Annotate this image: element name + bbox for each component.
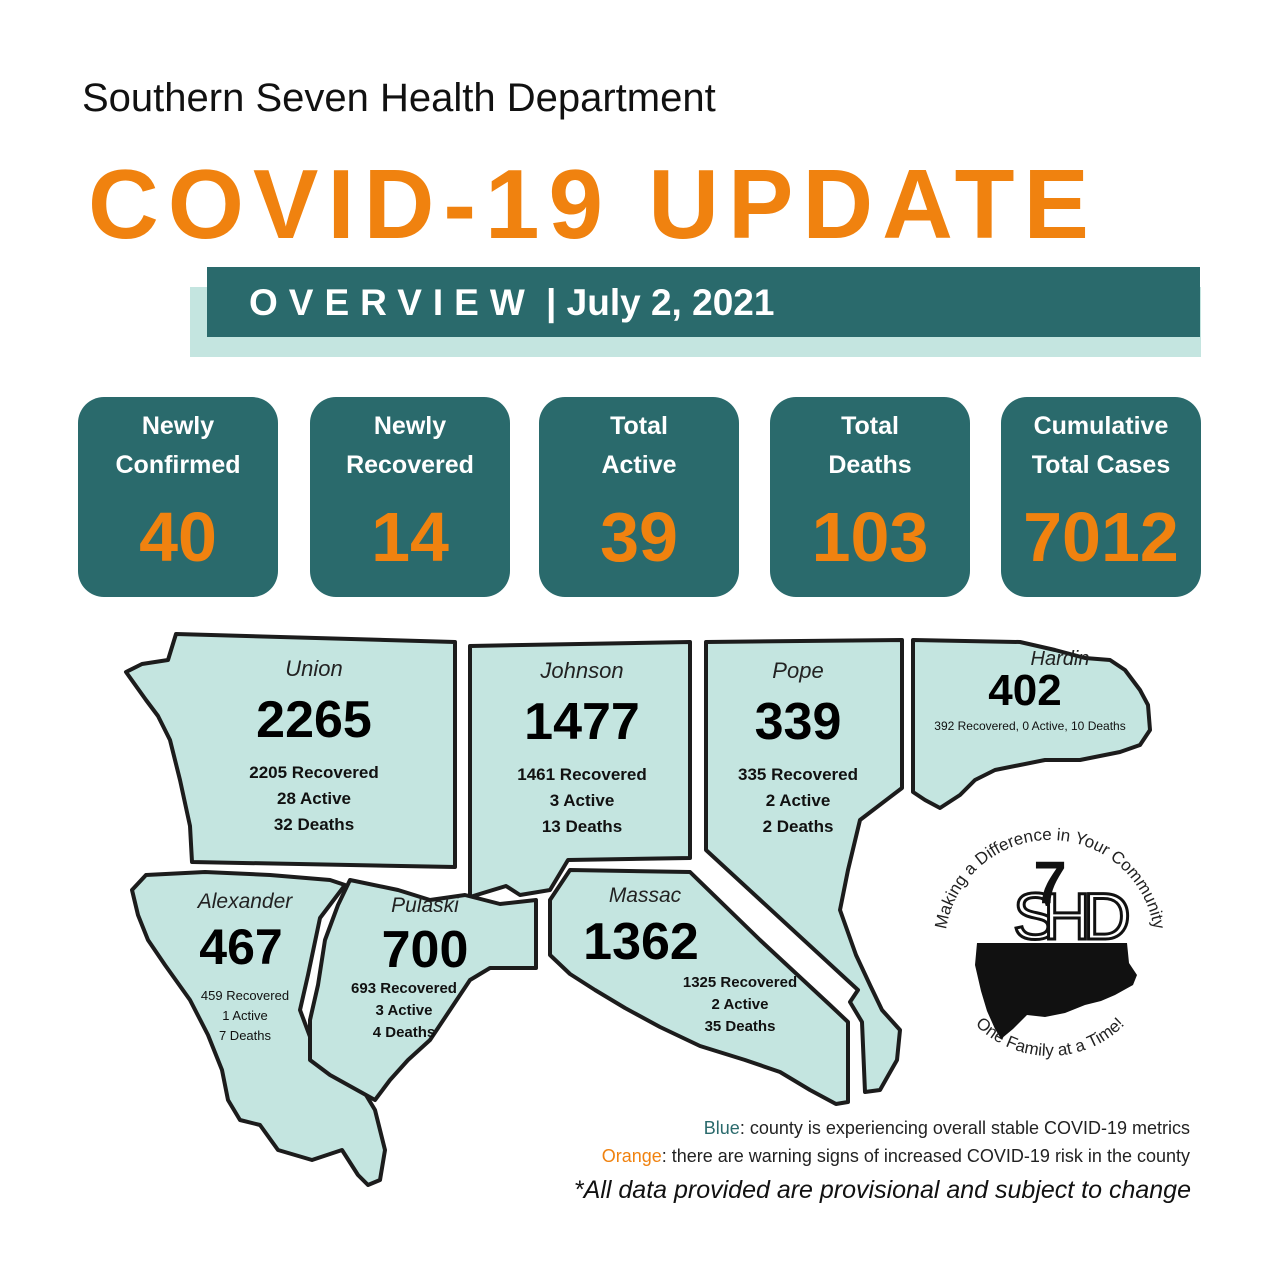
county-total: 1477 <box>524 693 640 751</box>
stat-label: Total <box>841 412 899 440</box>
logo-mark: S H D 7 <box>1011 849 1132 955</box>
county-active: 28 Active <box>276 789 352 808</box>
stat-label: Active <box>601 451 677 479</box>
county-active: 2 Active <box>711 996 769 1013</box>
county-union-shape <box>124 632 457 869</box>
stat-value: 40 <box>139 498 217 576</box>
county-deaths: 7 Deaths <box>218 1028 272 1043</box>
svg-text:7: 7 <box>1033 849 1066 916</box>
stat-label: Newly <box>373 412 447 440</box>
county-name: Johnson <box>540 658 624 683</box>
county-total: 700 <box>381 921 469 979</box>
county-name: Pope <box>772 658 824 683</box>
county-name: Alexander <box>197 890 293 913</box>
county-recovered: 1325 Recovered <box>682 974 798 991</box>
county-name: Hardin <box>1030 648 1090 670</box>
county-recovered: 1461 Recovered <box>517 765 647 784</box>
county-name: Union <box>285 656 343 681</box>
stat-total-active: Total Active 39 <box>539 397 739 597</box>
county-pulaski: Pulaski 700 693 Recovered 3 Active 4 Dea… <box>322 894 498 1044</box>
county-summary: 392 Recovered, 0 Active, 10 Deaths <box>934 719 1126 733</box>
county-total: 467 <box>199 919 283 975</box>
stat-label: Total <box>610 412 668 440</box>
logo-region-silhouette <box>975 943 1137 1039</box>
stat-newly-recovered: Newly Recovered 14 <box>310 397 510 597</box>
disclaimer: *All data provided are provisional and s… <box>573 1176 1191 1204</box>
stat-label: Confirmed <box>115 451 241 479</box>
county-total: 1362 <box>583 913 699 971</box>
legend-orange: Orange: there are warning signs of incre… <box>602 1146 1190 1167</box>
county-deaths: 32 Deaths <box>273 815 355 834</box>
stat-newly-confirmed: Newly Confirmed 40 <box>78 397 278 597</box>
svg-text:S: S <box>1013 879 1057 953</box>
stat-value: 14 <box>371 498 449 576</box>
county-hardin: Hardin 402 392 Recovered, 0 Active, 10 D… <box>914 648 1146 733</box>
county-name: Pulaski <box>391 894 459 917</box>
county-recovered: 2205 Recovered <box>249 763 379 782</box>
stat-label: Cumulative <box>1033 412 1169 440</box>
stat-label: Deaths <box>828 451 912 479</box>
county-union: Union 2265 2205 Recovered 28 Active 32 D… <box>204 656 424 838</box>
county-deaths: 4 Deaths <box>372 1024 436 1041</box>
county-johnson-shape <box>468 640 692 899</box>
stat-label: Newly <box>141 412 215 440</box>
legend-orange-text: : there are warning signs of increased C… <box>661 1146 1190 1166</box>
headline: COVID-19 UPDATE <box>88 149 1098 259</box>
department-name: Southern Seven Health Department <box>82 76 716 120</box>
stat-value: 7012 <box>1023 498 1179 576</box>
county-pulaski-shape <box>308 878 538 1102</box>
legend-blue: Blue: county is experiencing overall sta… <box>704 1118 1190 1139</box>
county-pope-shape <box>704 638 904 1094</box>
legend-blue-text: : county is experiencing overall stable … <box>739 1118 1190 1138</box>
county-alexander: Alexander 467 459 Recovered 1 Active 7 D… <box>150 890 340 1046</box>
county-deaths: 2 Deaths <box>762 817 834 836</box>
svg-text:H: H <box>1043 879 1091 953</box>
stat-cumulative-total-cases: Cumulative Total Cases 7012 <box>1001 397 1201 597</box>
county-total: 2265 <box>256 691 372 749</box>
s7hd-logo: Making a Difference in Your Community On… <box>931 825 1169 1060</box>
county-deaths: 13 Deaths <box>541 817 623 836</box>
legend-orange-key: Orange <box>601 1146 662 1166</box>
legend-blue-key: Blue <box>703 1118 740 1138</box>
county-pope: Pope 339 335 Recovered 2 Active 2 Deaths <box>698 658 898 840</box>
svg-text:D: D <box>1083 879 1131 953</box>
county-recovered: 335 Recovered <box>737 765 859 784</box>
county-alexander-shape <box>130 870 387 1187</box>
county-hardin-shape <box>911 638 1152 810</box>
county-recovered: 693 Recovered <box>351 980 457 997</box>
county-massac-shape <box>548 868 850 1106</box>
stat-label: Total Cases <box>1031 451 1171 479</box>
county-active: 1 Active <box>222 1008 268 1023</box>
overview-label: OVERVIEW <box>249 282 536 323</box>
stat-total-deaths: Total Deaths 103 <box>770 397 970 597</box>
county-recovered: 459 Recovered <box>200 988 290 1003</box>
overview-date: | July 2, 2021 <box>535 282 775 323</box>
county-total: 402 <box>988 666 1062 715</box>
stat-label: Recovered <box>346 451 474 479</box>
stat-value: 39 <box>600 498 678 576</box>
county-deaths: 35 Deaths <box>704 1018 776 1035</box>
county-active: 3 Active <box>549 791 615 810</box>
county-total: 339 <box>754 693 842 751</box>
county-active: 2 Active <box>765 791 831 810</box>
county-massac-details: 1325 Recovered 2 Active 35 Deaths <box>672 972 808 1038</box>
county-johnson: Johnson 1477 1461 Recovered 3 Active 13 … <box>472 658 692 840</box>
county-name: Massac <box>608 884 682 907</box>
county-active: 3 Active <box>375 1002 433 1019</box>
overview-banner: OVERVIEW | July 2, 2021 <box>207 267 1200 337</box>
stat-value: 103 <box>811 498 929 576</box>
county-massac: Massac 1362 <box>570 884 720 972</box>
